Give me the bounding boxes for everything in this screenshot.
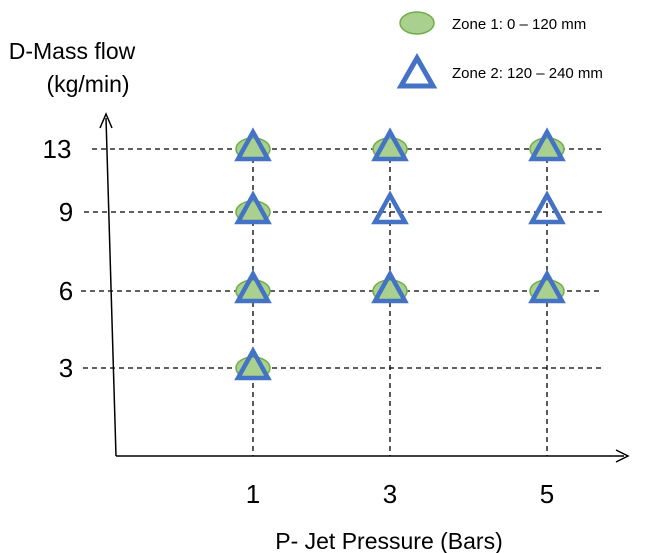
zone2-point [234,346,272,381]
zone2-point [371,269,409,304]
legend-zone1-marker [399,11,435,35]
y-tick-label: 13 [43,134,72,164]
y-axis [105,117,117,457]
x-tick-label: 3 [383,479,397,509]
zone2-point [234,269,272,304]
zone2-point [528,190,566,225]
x-tick-label: 1 [246,479,260,509]
x-axis-title: P- Jet Pressure (Bars) [275,528,503,553]
zone2-point [234,190,272,225]
zone2-point [528,269,566,304]
x-tick-label: 5 [540,479,554,509]
x-axis-arrowhead [615,449,630,463]
markers [234,127,566,381]
grid-lines [81,148,602,456]
y-tick-label: 3 [59,353,73,383]
y-axis-arrowhead [99,112,113,129]
y-axis-title-line1: D-Mass flow [9,38,136,64]
legend-zone2-marker [396,52,438,89]
y-axis-title-line2: (kg/min) [46,71,129,97]
y-tick-label: 6 [59,276,73,306]
zone2-point [371,127,409,162]
y-tick-label: 9 [59,197,73,227]
zone2-point [371,190,409,225]
legend: Zone 1: 0 – 120 mm Zone 2: 120 – 240 mm [396,11,603,89]
zone2-point [234,127,272,162]
legend-zone2-label: Zone 2: 120 – 240 mm [452,65,603,82]
axes [99,112,630,463]
zone2-point [528,127,566,162]
legend-zone1-label: Zone 1: 0 – 120 mm [452,16,586,33]
